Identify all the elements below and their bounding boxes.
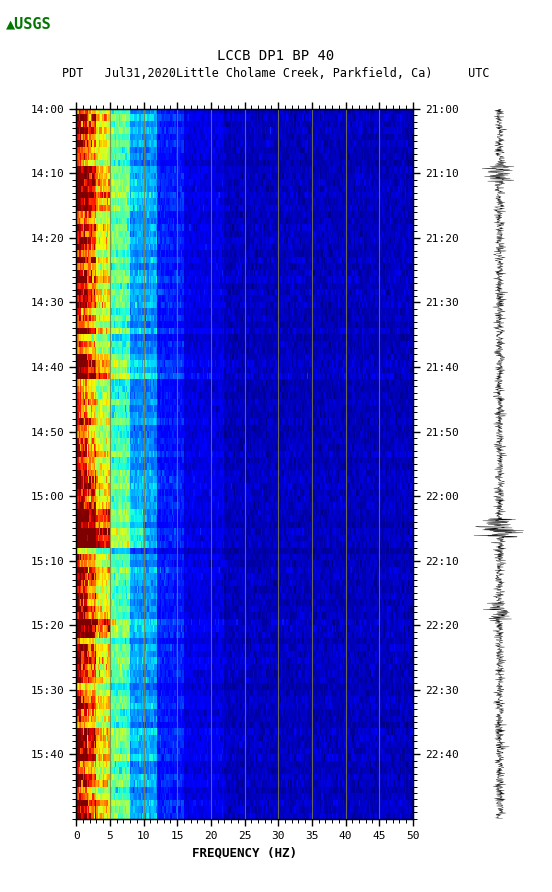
X-axis label: FREQUENCY (HZ): FREQUENCY (HZ): [192, 847, 297, 859]
Text: LCCB DP1 BP 40: LCCB DP1 BP 40: [217, 49, 335, 63]
Text: ▲USGS: ▲USGS: [6, 16, 51, 31]
Text: PDT   Jul31,2020Little Cholame Creek, Parkfield, Ca)     UTC: PDT Jul31,2020Little Cholame Creek, Park…: [62, 67, 490, 80]
